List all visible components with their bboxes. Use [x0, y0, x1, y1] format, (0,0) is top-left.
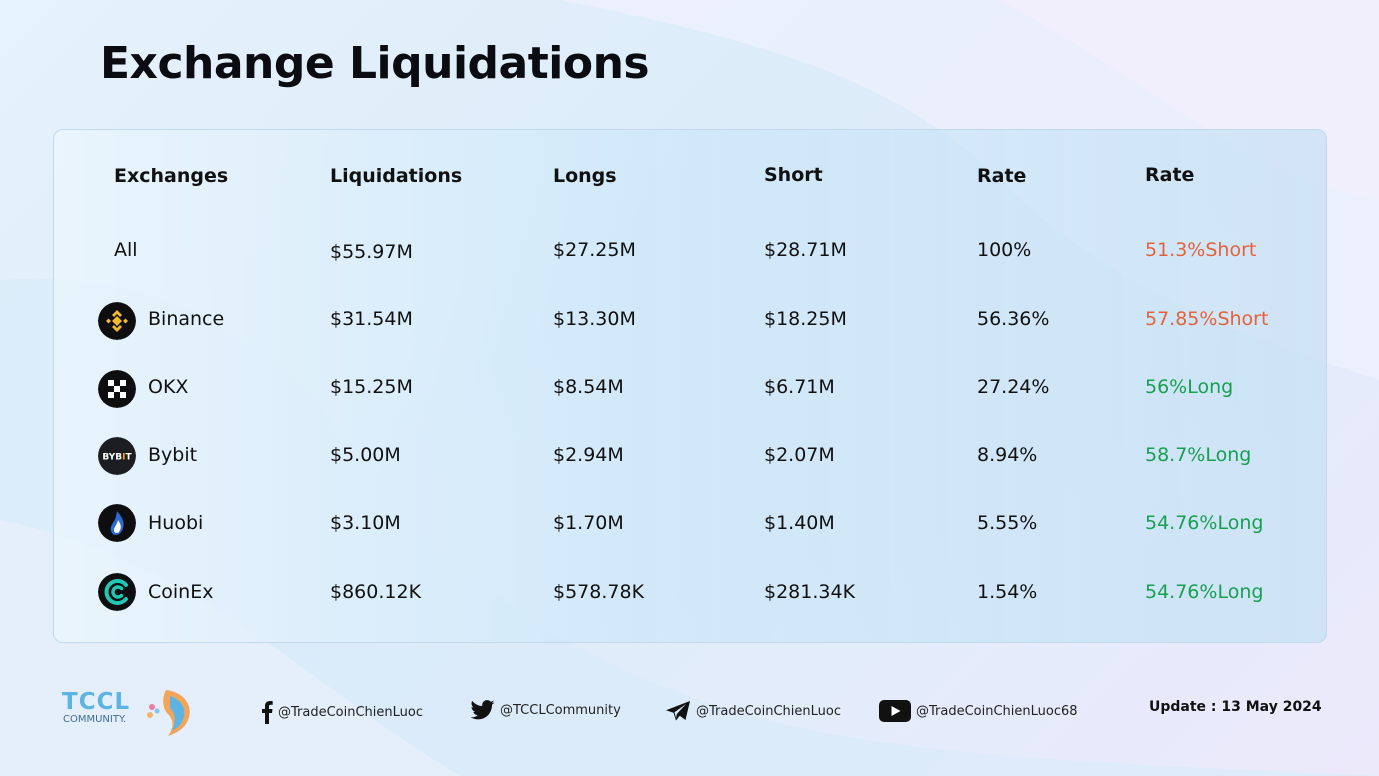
coinex-logo-icon [98, 573, 136, 611]
row-binance-short: $18.25M [764, 308, 847, 330]
row-coinex-short: $281.34K [764, 581, 856, 603]
update-date: Update : 13 May 2024 [1149, 699, 1322, 715]
header-rate: Rate [977, 165, 1027, 187]
bybit-logo-icon: BYBIT [98, 437, 136, 475]
twitter-link[interactable]: @TCCLCommunity [471, 700, 621, 720]
telegram-icon [666, 701, 690, 721]
tccl-community-logo-icon: TCCL COMMUNITY. [62, 689, 190, 736]
liquidations-table: Exchanges Liquidations Longs Short Rate … [53, 129, 1327, 643]
row-binance-longs: $13.30M [553, 308, 636, 330]
row-binance-rate: 56.36% [977, 308, 1050, 330]
youtube-link[interactable]: @TradeCoinChienLuoc68 [879, 700, 1078, 722]
row-bybit-exchange: Bybit [148, 444, 198, 466]
row-all-bias: 51.3%Short [1145, 239, 1257, 261]
footer: TCCL COMMUNITY. @TradeCoinChienLuoc @TCC… [0, 660, 1379, 760]
row-huobi-exchange: Huobi [148, 512, 204, 534]
row-bybit-rate: 8.94% [977, 444, 1038, 466]
row-coinex-exchange: CoinEx [148, 581, 214, 603]
header-rate-bias: Rate [1145, 164, 1195, 186]
row-bybit-short: $2.07M [764, 444, 835, 466]
row-all-liquidations: $55.97M [330, 241, 413, 263]
row-binance-bias: 57.85%Short [1145, 308, 1269, 330]
header-short: Short [764, 164, 823, 186]
header-longs: Longs [553, 165, 617, 187]
row-huobi-bias: 54.76%Long [1145, 512, 1264, 534]
row-huobi-short: $1.40M [764, 512, 835, 534]
row-bybit-longs: $2.94M [553, 444, 624, 466]
row-okx-short: $6.71M [764, 376, 835, 398]
facebook-link[interactable]: @TradeCoinChienLuoc [261, 700, 423, 724]
row-all-short: $28.71M [764, 239, 847, 261]
row-okx-bias: 56%Long [1145, 376, 1234, 398]
row-okx-rate: 27.24% [977, 376, 1050, 398]
row-all-rate: 100% [977, 239, 1032, 261]
row-okx-exchange: OKX [148, 376, 189, 398]
row-coinex-rate: 1.54% [977, 581, 1038, 603]
row-huobi-rate: 5.55% [977, 512, 1038, 534]
row-coinex-liquidations: $860.12K [330, 581, 422, 603]
telegram-link[interactable]: @TradeCoinChienLuoc [665, 700, 841, 722]
youtube-handle: @TradeCoinChienLuoc68 [916, 703, 1078, 719]
row-coinex-longs: $578.78K [553, 581, 645, 603]
row-bybit-bias: 58.7%Long [1145, 444, 1252, 466]
huobi-logo-icon [98, 504, 136, 542]
twitter-icon [471, 700, 495, 720]
header-liquidations: Liquidations [330, 165, 463, 187]
row-huobi-longs: $1.70M [553, 512, 624, 534]
row-coinex-bias: 54.76%Long [1145, 581, 1264, 603]
brand-top-text: TCCL [62, 689, 130, 715]
row-binance-liquidations: $31.54M [330, 308, 413, 330]
twitter-handle: @TCCLCommunity [500, 702, 621, 718]
row-all-longs: $27.25M [553, 239, 636, 261]
brand-bottom-text: COMMUNITY. [63, 714, 126, 725]
youtube-icon [879, 700, 911, 722]
row-huobi-liquidations: $3.10M [330, 512, 401, 534]
header-exchanges: Exchanges [114, 165, 229, 187]
facebook-icon [262, 701, 273, 724]
row-okx-liquidations: $15.25M [330, 376, 413, 398]
row-all-exchange: All [114, 239, 138, 261]
row-binance-exchange: Binance [148, 308, 225, 330]
facebook-handle: @TradeCoinChienLuoc [278, 704, 423, 720]
page-title: Exchange Liquidations [100, 38, 650, 89]
okx-logo-icon [98, 370, 136, 408]
binance-logo-icon [98, 302, 136, 340]
row-bybit-liquidations: $5.00M [330, 444, 401, 466]
telegram-handle: @TradeCoinChienLuoc [696, 703, 841, 719]
row-okx-longs: $8.54M [553, 376, 624, 398]
svg-text:BYBIT: BYBIT [102, 453, 132, 463]
